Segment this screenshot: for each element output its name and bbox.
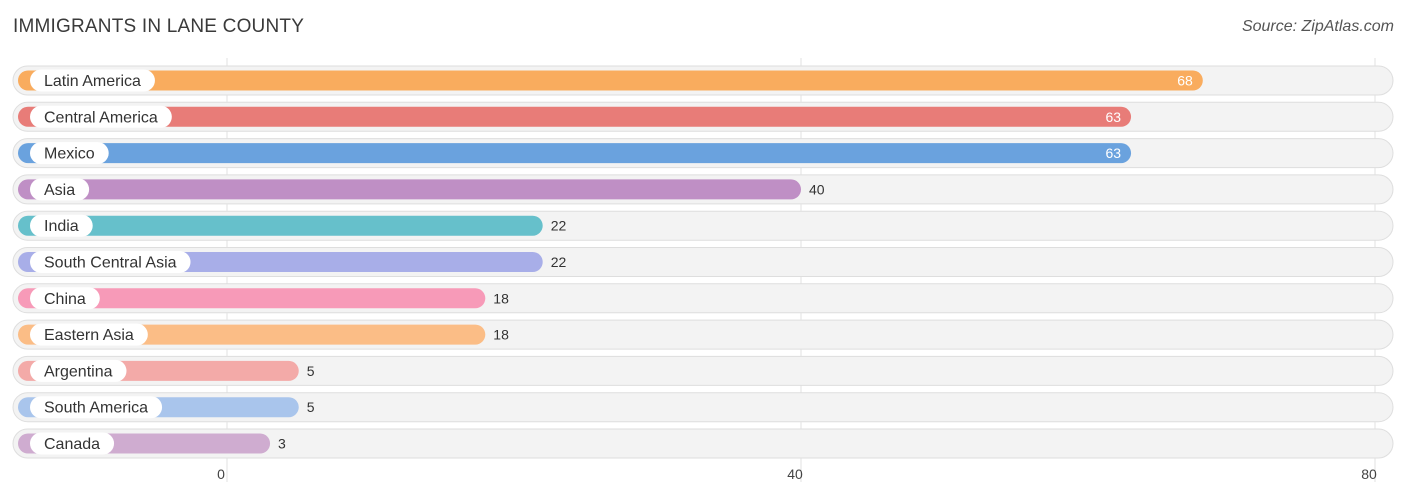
- category-label-10: Canada: [44, 436, 100, 453]
- category-pill-9: [30, 396, 163, 419]
- category-pill-2: [30, 142, 109, 165]
- category-label-0: Latin America: [44, 73, 141, 90]
- category-pill-10: [30, 432, 115, 455]
- row-track-8: [12, 355, 1394, 386]
- tick-label-80: 80: [1361, 466, 1377, 482]
- row-track-9: [12, 392, 1394, 423]
- category-pill-7: [30, 323, 148, 346]
- category-label-1: Central America: [44, 109, 158, 126]
- bar-4: [18, 215, 543, 236]
- category-label-3: Asia: [44, 182, 75, 199]
- value-label-2: 63: [1105, 145, 1121, 161]
- category-label-2: Mexico: [44, 146, 95, 163]
- bar-6: [18, 288, 486, 309]
- bar-3: [18, 179, 801, 200]
- tick-label-0: 0: [217, 466, 225, 482]
- value-label-10: 3: [278, 436, 286, 452]
- bar-1: [18, 106, 1132, 127]
- value-label-7: 18: [493, 327, 509, 343]
- source-credit: Source: ZipAtlas.com: [1241, 18, 1394, 35]
- category-label-5: South Central Asia: [44, 255, 177, 272]
- category-label-9: South America: [44, 400, 148, 417]
- value-label-3: 40: [809, 181, 825, 197]
- category-pill-0: [30, 69, 155, 92]
- value-label-1: 63: [1105, 109, 1121, 125]
- value-label-5: 22: [551, 254, 567, 270]
- category-pill-3: [30, 178, 90, 201]
- category-label-4: India: [44, 218, 79, 235]
- category-label-8: Argentina: [44, 363, 113, 380]
- tick-label-40: 40: [787, 466, 803, 482]
- category-label-7: Eastern Asia: [44, 327, 134, 344]
- category-pill-4: [30, 214, 93, 237]
- category-pill-5: [30, 251, 191, 273]
- bar-2: [18, 143, 1132, 164]
- bar-0: [18, 70, 1203, 91]
- category-pill-1: [30, 105, 172, 128]
- category-pill-8: [30, 359, 127, 382]
- category-pill-6: [30, 287, 100, 310]
- value-label-4: 22: [551, 218, 567, 234]
- chart-title: IMMIGRANTS IN LANE COUNTY: [13, 16, 305, 37]
- row-track-10: [12, 428, 1394, 459]
- value-label-6: 18: [493, 290, 509, 306]
- value-label-0: 68: [1177, 73, 1193, 89]
- category-label-6: China: [44, 291, 86, 308]
- value-label-9: 5: [307, 399, 315, 415]
- value-label-8: 5: [307, 363, 315, 379]
